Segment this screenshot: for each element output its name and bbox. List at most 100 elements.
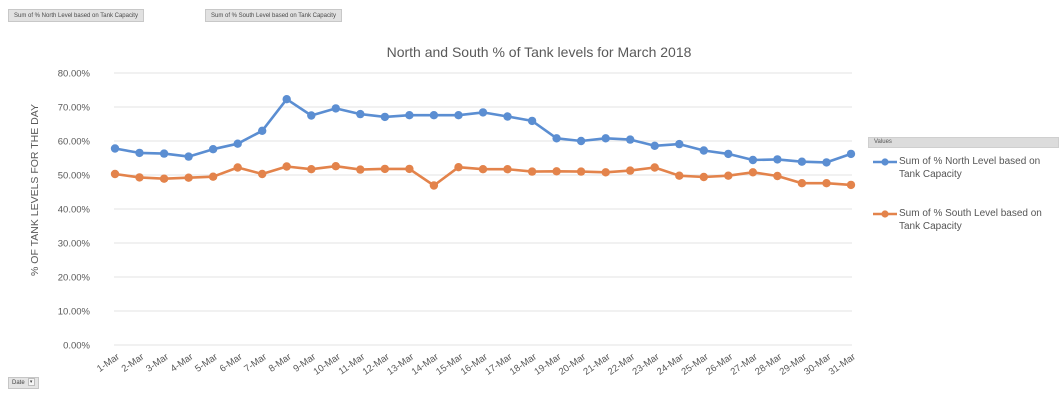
x-tick-label: 27-Mar <box>729 351 760 377</box>
x-tick-label: 31-Mar <box>827 351 858 377</box>
x-tick-label: 2-Mar <box>120 351 147 374</box>
data-point-north <box>773 155 782 164</box>
x-tick-label: 26-Mar <box>704 351 735 377</box>
date-filter-button[interactable]: Date ▾ <box>8 377 39 389</box>
data-point-north <box>503 112 512 121</box>
data-point-north <box>454 111 463 120</box>
data-point-north <box>331 104 340 113</box>
data-point-north <box>110 144 120 153</box>
data-point-south <box>797 179 807 188</box>
data-point-north <box>748 155 758 165</box>
data-point-north <box>478 108 488 117</box>
data-point-south <box>773 171 782 181</box>
x-tick-label: 25-Mar <box>680 351 711 377</box>
y-axis-ticks: 0.00% 10.00% 20.00% 30.00% 40.00% 50.00% 60.00… <box>58 69 91 352</box>
data-point-north <box>135 148 144 158</box>
legend-entry-north[interactable]: Sum of % North Level based on Tank Capac… <box>872 155 1062 183</box>
data-point-north <box>429 111 439 120</box>
data-point-south <box>650 163 659 172</box>
data-point-south <box>822 179 831 188</box>
data-point-north <box>650 141 659 150</box>
data-point-north <box>208 145 218 154</box>
x-tick-label: 6-Mar <box>218 351 245 374</box>
data-point-south <box>307 165 316 174</box>
data-point-south <box>552 167 561 176</box>
data-point-north <box>527 116 537 126</box>
x-tick-label: 29-Mar <box>778 351 809 377</box>
y-tick-label: 20.00% <box>58 273 91 284</box>
data-point-south <box>208 172 218 181</box>
series-layer <box>110 95 856 190</box>
x-tick-label: 4-Mar <box>169 351 196 374</box>
data-point-north <box>552 134 561 143</box>
x-tick-label: 14-Mar <box>410 351 441 377</box>
x-tick-label: 12-Mar <box>361 351 392 377</box>
data-point-south <box>503 165 512 174</box>
data-point-north <box>797 157 807 166</box>
x-tick-label: 20-Mar <box>557 351 588 377</box>
data-point-south <box>527 167 537 176</box>
x-tick-label: 7-Mar <box>242 351 269 374</box>
x-tick-label: 23-Mar <box>630 351 661 377</box>
data-point-south <box>699 172 708 182</box>
data-point-north <box>699 146 708 155</box>
data-point-north <box>675 139 684 149</box>
legend-label-south: Sum of % South Level based on Tank Capac… <box>899 208 1042 232</box>
data-point-south <box>135 173 144 182</box>
data-point-south <box>356 165 365 174</box>
y-axis-label: % OF TANK LEVELS FOR THE DAY <box>29 104 41 276</box>
date-filter-label: Date <box>12 380 25 386</box>
data-point-north <box>626 135 635 144</box>
data-point-south <box>724 171 733 180</box>
dropdown-arrow-icon[interactable]: ▾ <box>27 378 35 387</box>
x-axis-ticks: 1-Mar2-Mar3-Mar4-Mar5-Mar6-Mar7-Mar8-Mar… <box>95 351 858 377</box>
data-point-south <box>159 174 169 183</box>
field-button-south[interactable]: Sum of % South Level based on Tank Capac… <box>205 9 342 22</box>
data-point-south <box>331 162 340 171</box>
data-point-south <box>626 166 635 175</box>
legend-entry-south[interactable]: Sum of % South Level based on Tank Capac… <box>872 207 1062 235</box>
data-point-south <box>576 167 586 176</box>
x-tick-label: 5-Mar <box>193 351 220 374</box>
data-point-south <box>110 169 120 179</box>
field-button-north[interactable]: Sum of % North Level based on Tank Capac… <box>8 9 144 22</box>
x-tick-label: 8-Mar <box>267 351 294 374</box>
data-point-south <box>184 173 193 182</box>
data-point-north <box>405 111 414 120</box>
x-tick-label: 13-Mar <box>385 351 416 377</box>
y-tick-label: 50.00% <box>58 171 91 182</box>
data-point-north <box>356 109 365 119</box>
data-point-south <box>454 163 463 172</box>
y-tick-label: 60.00% <box>58 137 91 148</box>
x-tick-label: 15-Mar <box>434 351 465 377</box>
legend-marker-north <box>873 158 897 166</box>
y-tick-label: 80.00% <box>58 69 91 80</box>
data-point-south <box>233 163 242 172</box>
data-point-north <box>184 152 193 161</box>
x-tick-label: 11-Mar <box>337 351 367 377</box>
values-field-header[interactable]: Values <box>868 137 1059 148</box>
y-tick-label: 30.00% <box>58 239 91 250</box>
x-tick-label: 18-Mar <box>508 351 539 377</box>
y-tick-label: 70.00% <box>58 103 91 114</box>
y-tick-label: 40.00% <box>58 205 91 216</box>
x-tick-label: 16-Mar <box>459 351 490 377</box>
data-point-north <box>159 149 169 158</box>
data-point-north <box>846 149 856 159</box>
data-point-south <box>846 180 856 190</box>
data-point-south <box>429 181 439 190</box>
x-tick-label: 24-Mar <box>655 351 686 377</box>
data-point-south <box>675 171 684 180</box>
chart-title: North and South % of Tank levels for Mar… <box>387 44 692 60</box>
x-tick-label: 21-Mar <box>581 351 612 377</box>
y-tick-label: 10.00% <box>58 307 91 318</box>
legend-marker-south <box>873 210 897 218</box>
data-point-north <box>233 139 242 148</box>
data-point-north <box>576 136 586 146</box>
x-tick-label: 22-Mar <box>606 351 637 377</box>
x-tick-label: 28-Mar <box>753 351 784 377</box>
data-point-north <box>724 149 733 159</box>
x-tick-label: 10-Mar <box>312 351 343 377</box>
data-point-north <box>307 111 316 120</box>
